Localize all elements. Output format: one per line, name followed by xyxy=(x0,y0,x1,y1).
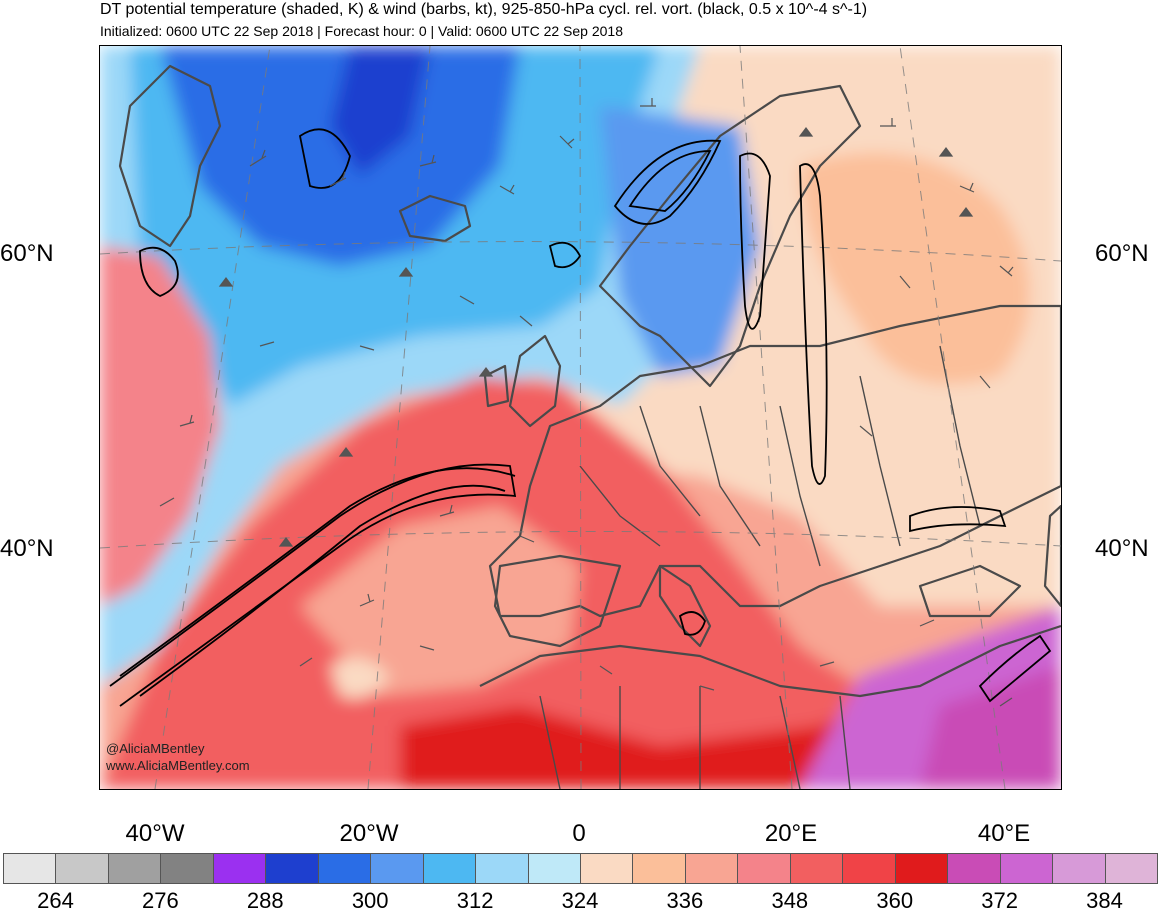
colorbar-swatch xyxy=(3,853,57,884)
colorbar-swatch xyxy=(265,853,319,884)
lon-label-40w: 40°W xyxy=(125,820,185,847)
colorbar-swatch xyxy=(632,853,686,884)
lat-label-40n-left: 40°N xyxy=(0,535,54,562)
lon-label-0: 0 xyxy=(572,820,586,847)
colorbar-swatch xyxy=(370,853,424,884)
colorbar-swatch xyxy=(579,853,634,884)
credit-url[interactable]: www.AliciaMBentley.com xyxy=(106,758,250,773)
colorbar-label: 324 xyxy=(561,888,599,913)
colorbar-swatch xyxy=(684,853,739,884)
colorbar-label: 288 xyxy=(246,888,284,913)
colorbar-swatch xyxy=(475,853,529,884)
coastlines xyxy=(118,64,1061,789)
colorbar-label: 264 xyxy=(37,888,74,913)
colorbar-swatch xyxy=(1104,853,1158,884)
colorbar-label: 300 xyxy=(351,888,389,913)
colorbar-swatch xyxy=(842,853,896,884)
colorbar-swatch xyxy=(894,853,949,884)
colorbar-swatch xyxy=(999,853,1054,884)
map-panel[interactable]: @AliciaMBentley www.AliciaMBentley.com xyxy=(99,45,1062,790)
lon-label-20w: 20°W xyxy=(339,820,399,847)
vorticity-contours xyxy=(109,128,1052,707)
colorbar-swatch xyxy=(947,853,1001,884)
chart-title: DT potential temperature (shaded, K) & w… xyxy=(100,1,868,18)
lon-label-40e: 40°E xyxy=(977,820,1031,847)
colorbar-label: 336 xyxy=(666,888,704,913)
colorbar-swatch xyxy=(107,853,162,884)
lon-label-20e: 20°E xyxy=(764,820,818,847)
graticule xyxy=(100,46,1061,789)
colorbar-swatch xyxy=(1052,853,1106,884)
colorbar-label: 360 xyxy=(876,888,914,913)
colorbar-label: 348 xyxy=(771,888,809,913)
colorbar xyxy=(3,853,1158,884)
colorbar-swatch xyxy=(789,853,844,884)
colorbar-label: 276 xyxy=(142,888,179,913)
lat-label-60n-left: 60°N xyxy=(0,240,54,267)
colorbar-swatch xyxy=(212,853,267,884)
colorbar-label: 372 xyxy=(981,888,1018,913)
colorbar-swatch xyxy=(317,853,372,884)
colorbar-swatch xyxy=(422,853,477,884)
chart-subtitle: Initialized: 0600 UTC 22 Sep 2018 | Fore… xyxy=(100,23,623,39)
lat-label-60n-right: 60°N xyxy=(1095,240,1149,267)
wind-barbs xyxy=(159,98,1014,707)
colorbar-swatch xyxy=(160,853,214,884)
colorbar-swatch xyxy=(527,853,581,884)
colorbar-label: 312 xyxy=(456,888,494,913)
colorbar-swatch xyxy=(737,853,791,884)
lat-label-40n-right: 40°N xyxy=(1095,535,1149,562)
map-canvas xyxy=(100,46,1061,789)
colorbar-label: 384 xyxy=(1086,888,1123,913)
colorbar-swatch xyxy=(55,853,109,884)
credit-handle: @AliciaMBentley xyxy=(106,741,205,756)
